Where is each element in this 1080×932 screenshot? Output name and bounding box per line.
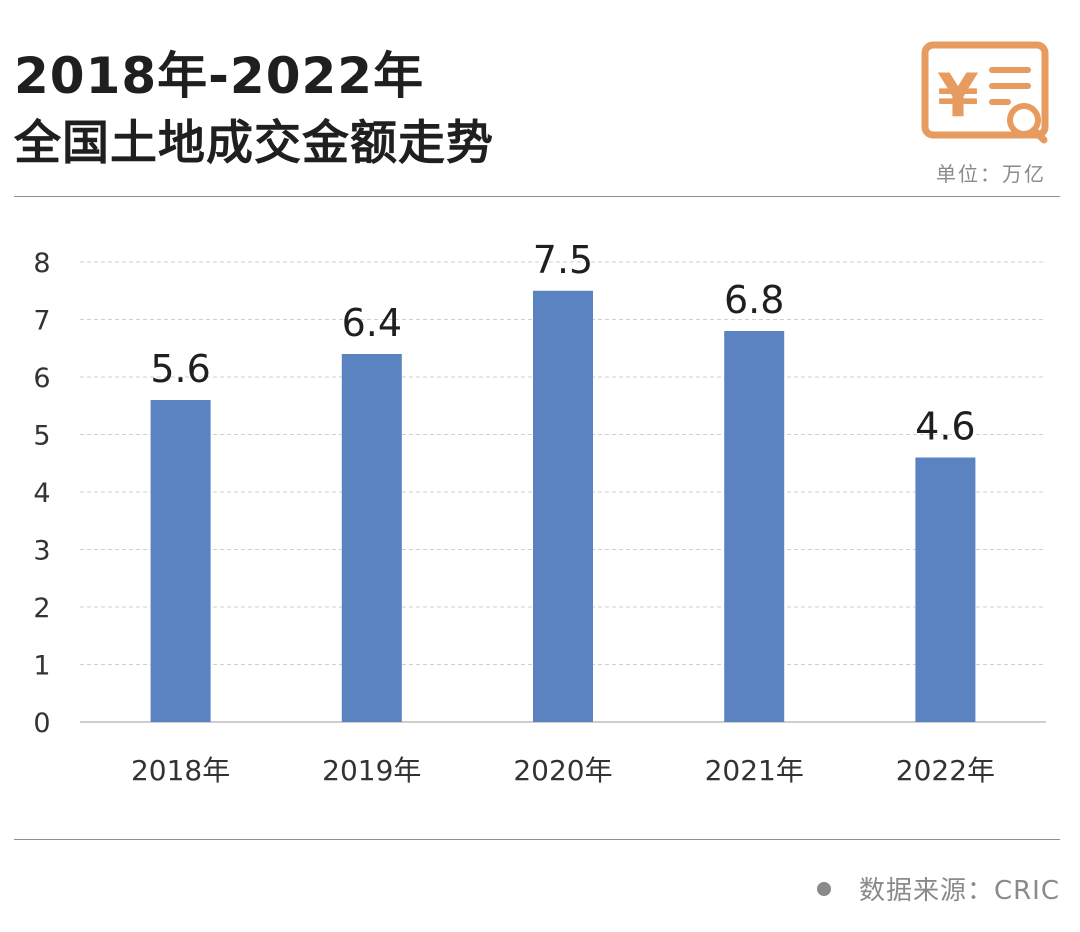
svg-text:¥: ¥ (937, 61, 979, 131)
data-source: 数据来源：CRIC (816, 870, 1060, 907)
bullet-dot-icon (816, 881, 831, 896)
y-tick-label: 1 (33, 651, 50, 682)
x-tick-label: 2019年 (322, 754, 421, 787)
bar-chart: 0 1 2 3 4 5 6 7 8 5.6 6.4 7.5 6.8 4.6 2018年 2019年 2020… (33, 238, 1046, 787)
bar-value-label: 6.8 (724, 278, 784, 322)
bar-value-label: 7.5 (533, 238, 593, 282)
x-tick-label: 2021年 (705, 754, 804, 787)
footer-divider (14, 839, 1060, 840)
y-tick-label: 0 (33, 708, 50, 739)
bar (533, 290, 593, 722)
x-tick-label: 2020年 (513, 754, 612, 787)
bar (341, 354, 402, 722)
chart-title-line-1: 2018年-2022年 (14, 47, 425, 105)
x-tick-label: 2022年 (896, 754, 995, 787)
x-tick-label: 2018年 (131, 754, 230, 787)
data-source-text: 数据来源：CRIC (858, 876, 1060, 906)
unit-label: 单位：万亿 (936, 162, 1046, 186)
bar-value-label: 6.4 (342, 301, 402, 345)
y-tick-label: 7 (33, 306, 50, 337)
y-tick-label: 3 (33, 536, 50, 567)
y-tick-label: 4 (33, 478, 50, 509)
y-tick-label: 6 (33, 363, 50, 394)
bar-value-label: 4.6 (915, 405, 975, 449)
bar (150, 400, 211, 722)
yuan-receipt-search-icon: ¥ (921, 41, 1049, 144)
bar (724, 331, 785, 722)
y-tick-label: 8 (33, 248, 50, 279)
bar-value-label: 5.6 (150, 347, 210, 391)
chart-title-line-2: 全国土地成交金额走势 (14, 116, 494, 171)
y-tick-label: 5 (33, 421, 50, 452)
bar (915, 457, 976, 722)
header-divider (14, 196, 1060, 197)
y-tick-label: 2 (33, 593, 50, 624)
